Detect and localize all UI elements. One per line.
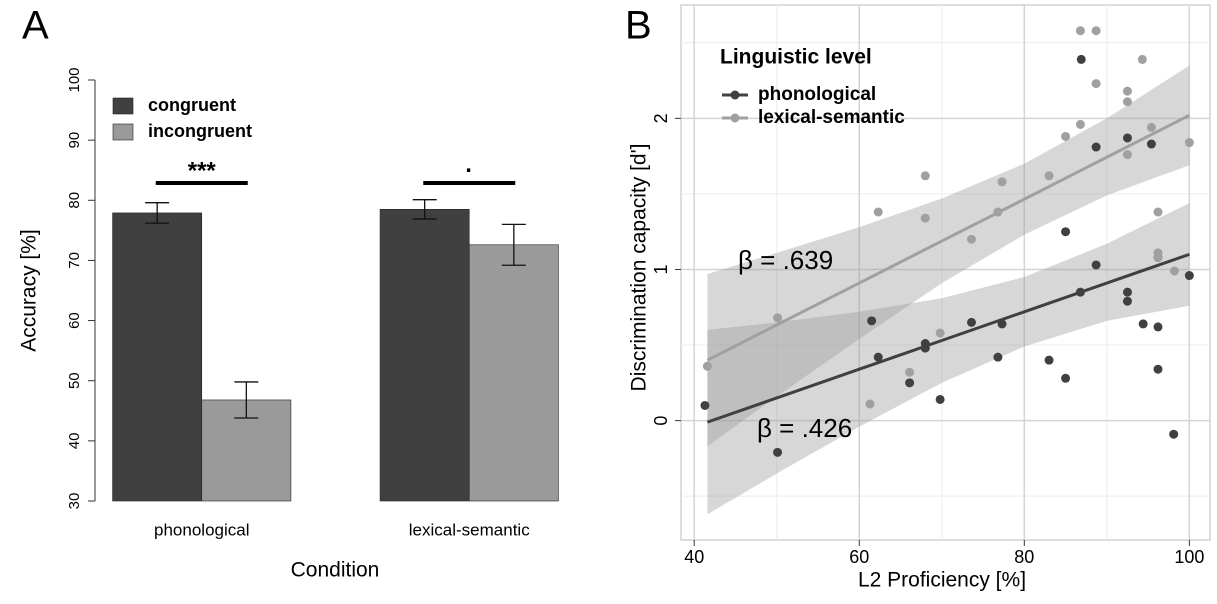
data-point	[905, 378, 915, 388]
data-point	[867, 316, 877, 326]
y-tick-label: 90	[66, 132, 83, 149]
data-point	[1137, 54, 1147, 64]
annotation: β = .639	[738, 245, 833, 275]
legend-label: congruent	[148, 95, 236, 115]
x-tick-label: 60	[849, 547, 869, 567]
regression-line	[706, 252, 1190, 424]
confidence-band	[707, 65, 1190, 447]
data-point	[1061, 373, 1071, 383]
x-tick-label: 40	[684, 547, 704, 567]
legend-label: lexical-semantic	[758, 107, 905, 128]
y-tick-label: 0	[651, 416, 671, 426]
data-point	[1076, 54, 1086, 64]
data-point	[1075, 119, 1085, 129]
panel-label: B	[625, 4, 652, 48]
data-point	[873, 207, 883, 217]
data-point	[1122, 287, 1132, 297]
x-axis-label: L2 Proficiency [%]	[858, 569, 1026, 592]
data-point	[1091, 26, 1101, 36]
data-point	[873, 352, 883, 362]
data-point	[1122, 296, 1132, 306]
legend-dot	[730, 113, 740, 123]
data-point	[935, 394, 945, 404]
y-tick-label: 50	[66, 372, 83, 389]
data-point	[1075, 287, 1085, 297]
legend-label: incongruent	[148, 121, 252, 141]
plot-area	[680, 4, 1211, 541]
data-point	[1153, 322, 1163, 332]
data-point	[1184, 271, 1194, 281]
data-point	[966, 317, 976, 327]
data-point	[700, 400, 710, 410]
data-point	[997, 177, 1007, 187]
confidence-band	[707, 202, 1190, 515]
data-point	[1138, 319, 1148, 329]
y-axis-label: Discrimination capacity [d']	[628, 144, 651, 392]
x-tick-label: phonological	[154, 520, 249, 539]
data-point	[865, 399, 875, 409]
regression-line	[706, 113, 1191, 362]
data-point	[1044, 171, 1054, 181]
data-point	[920, 343, 930, 353]
data-point	[1061, 227, 1071, 237]
bar	[112, 212, 203, 502]
data-point	[905, 367, 915, 377]
y-tick-label: 80	[66, 192, 83, 209]
data-point	[1122, 150, 1132, 160]
data-point	[1146, 139, 1156, 149]
data-point	[1153, 207, 1163, 217]
data-point	[1170, 266, 1180, 276]
panel-label: A	[22, 4, 49, 48]
data-point	[1091, 260, 1101, 270]
data-point	[1122, 133, 1132, 143]
data-point	[1091, 79, 1101, 89]
data-point	[773, 313, 783, 323]
data-point	[997, 319, 1007, 329]
data-point	[1091, 142, 1101, 152]
data-point	[935, 328, 945, 338]
x-tick-label: 100	[1174, 547, 1204, 567]
y-tick-label: 70	[66, 252, 83, 269]
y-tick-label: 40	[66, 433, 83, 450]
data-point	[1122, 97, 1132, 107]
bar	[379, 209, 470, 502]
data-point	[993, 207, 1003, 217]
x-axis-label: Condition	[291, 559, 380, 582]
legend-swatch	[112, 97, 134, 115]
data-point	[920, 213, 930, 223]
data-point	[1169, 429, 1179, 439]
y-tick-label: 1	[651, 264, 671, 274]
bar	[468, 244, 559, 502]
plot-layer	[700, 26, 1194, 515]
data-point	[1184, 138, 1194, 148]
y-axis-label: Accuracy [%]	[18, 229, 41, 352]
data-point	[1044, 355, 1054, 365]
data-point	[1153, 364, 1163, 374]
y-tick-label: 2	[651, 113, 671, 123]
y-tick-label: 30	[66, 493, 83, 510]
x-tick-label: lexical-semantic	[409, 520, 530, 539]
y-tick-label: 60	[66, 312, 83, 329]
data-point	[773, 447, 783, 457]
data-point	[966, 234, 976, 244]
significance-label: ***	[188, 157, 217, 184]
legend-swatch	[112, 123, 134, 141]
data-point	[1061, 131, 1071, 141]
x-tick-label: 80	[1014, 547, 1034, 567]
data-point	[702, 361, 712, 371]
data-point	[1075, 26, 1085, 36]
significance-label: ·	[465, 157, 473, 184]
data-point	[920, 171, 930, 181]
data-point	[1153, 252, 1163, 262]
y-tick-label: 100	[66, 67, 83, 92]
data-point	[993, 352, 1003, 362]
annotation: β = .426	[757, 413, 852, 443]
data-point	[1122, 86, 1132, 96]
legend-label: phonological	[758, 84, 876, 105]
legend-dot	[730, 90, 740, 100]
legend-title: Linguistic level	[720, 46, 872, 69]
data-point	[1146, 122, 1156, 132]
